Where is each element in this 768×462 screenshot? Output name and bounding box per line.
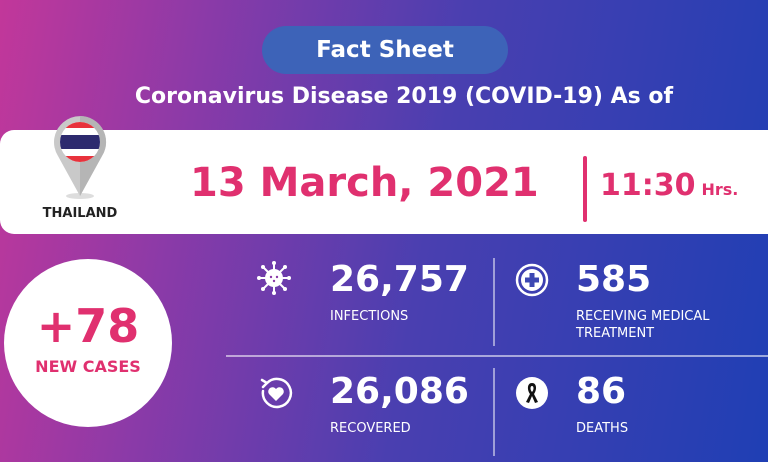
heart-recover-icon — [260, 377, 293, 409]
new-cases-label: NEW CASES — [35, 357, 141, 376]
stat-recovered: 26,086 RECOVERED — [330, 372, 469, 437]
stat-label: RECEIVING MEDICAL TREATMENT — [576, 309, 710, 341]
page-title: Coronavirus Disease 2019 (COVID-19) As o… — [134, 84, 674, 109]
black-ribbon-icon — [516, 377, 548, 409]
new-cases-value: +78 — [36, 299, 140, 353]
stats-horizontal-divider — [226, 355, 768, 357]
time-value: 11:30 — [600, 168, 696, 203]
date-band — [0, 130, 768, 234]
stats-vertical-divider-top — [493, 258, 495, 346]
thailand-flag-pin-icon — [54, 115, 107, 199]
medical-cross-icon — [515, 263, 549, 297]
stat-value: 26,086 — [330, 371, 469, 412]
badge-label: Fact Sheet — [316, 37, 454, 63]
report-time: 11:30 Hrs. — [600, 168, 738, 203]
date-time-divider — [583, 156, 587, 222]
stat-value: 86 — [576, 371, 627, 412]
virus-icon — [257, 261, 291, 295]
report-date: 13 March, 2021 — [190, 160, 539, 206]
stat-label: DEATHS — [576, 421, 629, 436]
stat-infections: 26,757 INFECTIONS — [330, 260, 469, 325]
stat-value: 26,757 — [330, 259, 469, 300]
time-unit: Hrs. — [701, 180, 739, 199]
new-cases-circle: +78 NEW CASES — [4, 259, 172, 427]
fact-sheet-badge: Fact Sheet — [262, 26, 508, 74]
stat-label: RECOVERED — [330, 421, 411, 436]
country-label: THAILAND — [42, 206, 118, 221]
stats-vertical-divider-bottom — [493, 368, 495, 456]
stat-deaths: 86 DEATHS — [576, 372, 628, 437]
stat-label: INFECTIONS — [330, 309, 409, 324]
stat-medical-treatment: 585 RECEIVING MEDICAL TREATMENT — [576, 260, 766, 342]
stat-value: 585 — [576, 259, 652, 300]
